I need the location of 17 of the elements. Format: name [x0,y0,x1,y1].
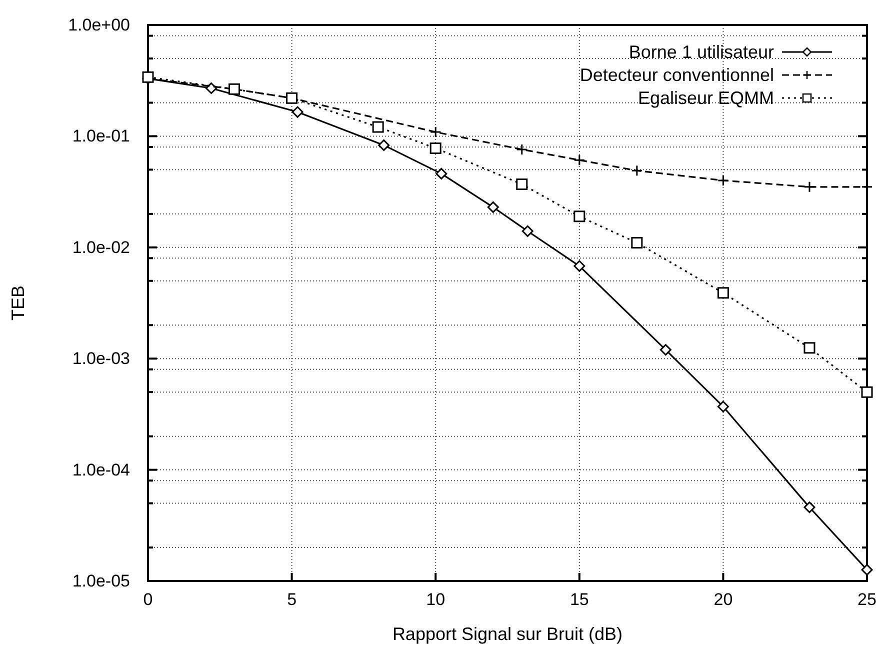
legend-label: Detecteur conventionnel [580,65,774,85]
x-tick-label: 25 [858,590,876,610]
x-axis-title: Rapport Signal sur Bruit (dB) [392,624,623,644]
y-tick-label: 1.0e-05 [72,571,130,590]
y-tick-label: 1.0e-01 [72,126,130,146]
x-tick-label: 10 [426,590,446,610]
x-tick-label: 5 [287,590,297,610]
legend-label: Borne 1 utilisateur [628,42,774,62]
x-tick-label: 15 [570,590,589,610]
y-tick-label: 1.0e-02 [72,238,130,257]
y-axis-title: TEB [8,285,28,321]
y-tick-label: 1.0e-03 [72,349,130,368]
x-tick-label: 20 [714,590,733,610]
y-tick-label: 1.0e-04 [72,460,130,480]
x-tick-label: 0 [143,590,153,610]
legend-label: Egaliseur EQMM [638,88,774,108]
y-tick-label: 1.0e+00 [68,15,130,34]
